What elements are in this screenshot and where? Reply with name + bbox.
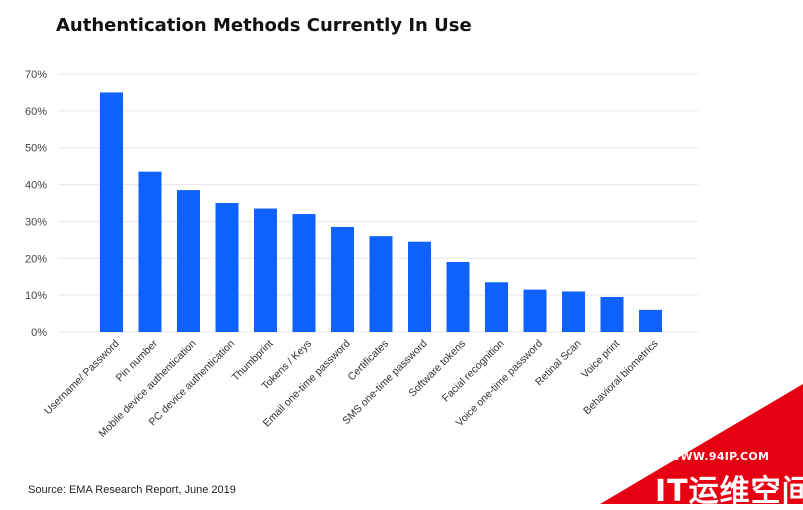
chart-title: Authentication Methods Currently In Use <box>56 15 472 36</box>
y-axis-tick-labels: 0% 10% 20% 30% 40% 50% 60% 70% <box>25 69 47 339</box>
watermark-url: WWW.94IP.COM <box>668 450 770 463</box>
y-tick-label: 10% <box>25 290 47 302</box>
y-tick-label: 20% <box>25 253 47 265</box>
bar <box>639 309 662 332</box>
bar <box>254 208 277 332</box>
bar <box>562 291 585 332</box>
bar <box>177 190 200 332</box>
bar <box>523 289 547 332</box>
bar <box>485 282 508 332</box>
bar <box>446 261 470 332</box>
bar <box>600 296 624 332</box>
bar <box>215 203 239 332</box>
bar <box>292 214 316 332</box>
bar <box>331 226 354 332</box>
watermark-brand: IT运维空间 <box>655 474 803 509</box>
y-tick-label: 0% <box>31 327 47 339</box>
y-tick-label: 60% <box>25 106 47 118</box>
y-tick-label: 70% <box>25 69 47 81</box>
bar <box>138 171 162 332</box>
bar <box>100 92 123 332</box>
source-note: Source: EMA Research Report, June 2019 <box>28 484 236 496</box>
y-tick-label: 30% <box>25 216 47 228</box>
y-tick-label: 40% <box>25 180 47 192</box>
y-tick-label: 50% <box>25 143 47 155</box>
bars <box>100 92 662 332</box>
bar <box>408 241 431 332</box>
bar <box>369 236 393 332</box>
